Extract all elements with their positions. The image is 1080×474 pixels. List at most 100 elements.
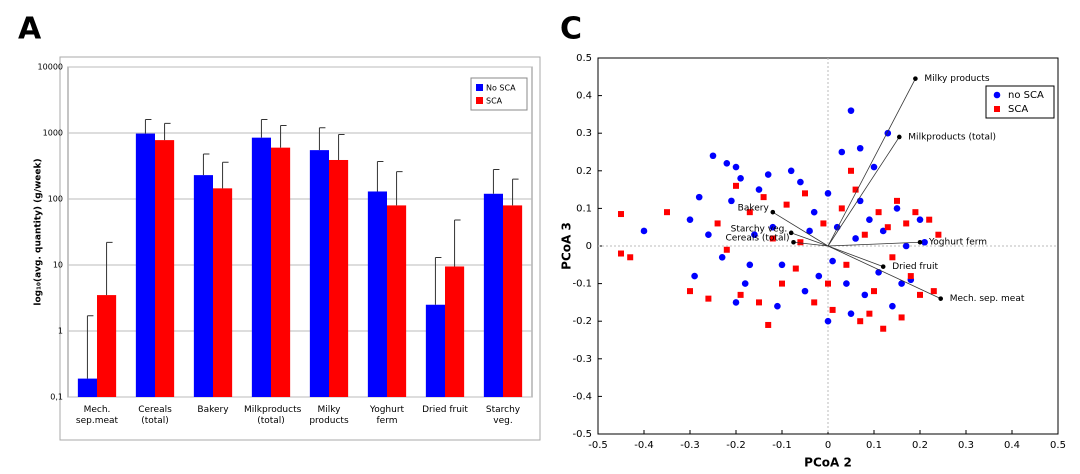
point xyxy=(847,107,855,114)
point xyxy=(686,216,694,223)
loading-vector xyxy=(827,245,884,268)
point xyxy=(737,291,744,298)
point xyxy=(806,227,813,235)
y-tick-label: 0.4 xyxy=(576,91,592,102)
bar xyxy=(155,140,175,397)
error-bar xyxy=(260,119,268,138)
error-bar xyxy=(454,219,461,267)
legend-label: No SCA xyxy=(486,84,516,93)
point xyxy=(852,235,859,242)
point xyxy=(755,186,763,193)
error-bar xyxy=(512,178,519,206)
point xyxy=(774,302,781,310)
point xyxy=(875,209,882,216)
point xyxy=(843,280,850,287)
error-bar xyxy=(202,153,210,176)
point xyxy=(723,159,731,167)
point xyxy=(811,299,818,306)
loading-point xyxy=(880,264,886,269)
y-tick-label: 0.1 xyxy=(576,203,592,214)
loading-point xyxy=(913,76,918,81)
y-tick-label: 1000 xyxy=(43,129,63,138)
bar xyxy=(309,150,329,397)
error-bar xyxy=(144,119,152,134)
point xyxy=(833,223,841,231)
bar xyxy=(503,205,523,397)
point xyxy=(866,310,873,317)
y-tick-label: 10 xyxy=(53,261,63,270)
x-tick-label: 0.2 xyxy=(912,440,928,451)
y-tick-label: 100 xyxy=(48,195,63,204)
point xyxy=(801,287,809,295)
point xyxy=(760,194,767,201)
point xyxy=(829,306,836,313)
loading-vector xyxy=(827,78,916,247)
loading-vector xyxy=(827,245,941,300)
point xyxy=(916,216,924,223)
point xyxy=(723,246,730,253)
point xyxy=(797,239,804,246)
loading-vector xyxy=(793,241,829,247)
point xyxy=(857,318,864,325)
error-bar xyxy=(318,127,326,151)
point xyxy=(870,163,878,171)
point xyxy=(687,288,693,295)
y-tick-label: 0,1 xyxy=(50,393,63,402)
point xyxy=(825,280,831,287)
x-tick-label: Cereals (total) xyxy=(138,405,172,426)
point xyxy=(889,254,896,261)
x-tick-label: 0.4 xyxy=(1004,440,1020,451)
point xyxy=(930,288,937,295)
loading-vector xyxy=(791,232,829,247)
bar xyxy=(213,188,233,397)
point xyxy=(829,257,836,265)
point xyxy=(732,299,740,306)
y-tick-label: 0.2 xyxy=(576,166,592,177)
annotation: Cereals (total) xyxy=(725,234,789,244)
point xyxy=(792,265,799,272)
point xyxy=(884,224,891,231)
legend-swatch xyxy=(476,84,483,91)
point xyxy=(921,238,928,246)
bar xyxy=(251,137,271,397)
x-tick-label: 0.3 xyxy=(958,440,974,451)
error-bar xyxy=(222,161,229,189)
point xyxy=(802,190,808,197)
error-bar xyxy=(86,315,94,379)
point xyxy=(732,163,740,171)
annotation: Bakery xyxy=(738,204,770,214)
panel-label: C xyxy=(560,12,582,47)
error-bar xyxy=(280,124,287,148)
point xyxy=(769,223,777,231)
point xyxy=(627,254,634,261)
y-tick-label: 1 xyxy=(58,327,63,336)
point xyxy=(783,201,790,208)
point xyxy=(893,205,901,212)
point xyxy=(778,261,786,269)
panel-frame xyxy=(59,56,541,441)
loading-point xyxy=(938,296,943,301)
point xyxy=(889,302,896,310)
point xyxy=(847,310,855,317)
y-tick-label: 0.3 xyxy=(576,128,592,139)
point xyxy=(769,235,776,242)
x-tick-label: -0.5 xyxy=(588,440,608,451)
x-tick-label: 0 xyxy=(825,440,831,451)
annotation: Dried fruit xyxy=(892,262,938,272)
x-tick-label: Bakery xyxy=(197,405,229,415)
bar xyxy=(97,295,117,397)
point xyxy=(852,186,859,193)
x-tick-label: 0.5 xyxy=(1050,440,1066,451)
legend-box xyxy=(985,85,1055,119)
point xyxy=(756,299,762,306)
point xyxy=(640,227,648,235)
point xyxy=(705,231,712,239)
point xyxy=(787,167,795,175)
point xyxy=(691,272,698,280)
bar xyxy=(387,205,407,397)
point xyxy=(810,208,818,216)
point xyxy=(618,250,624,257)
x-tick-label: Milkproducts (total) xyxy=(244,405,302,426)
